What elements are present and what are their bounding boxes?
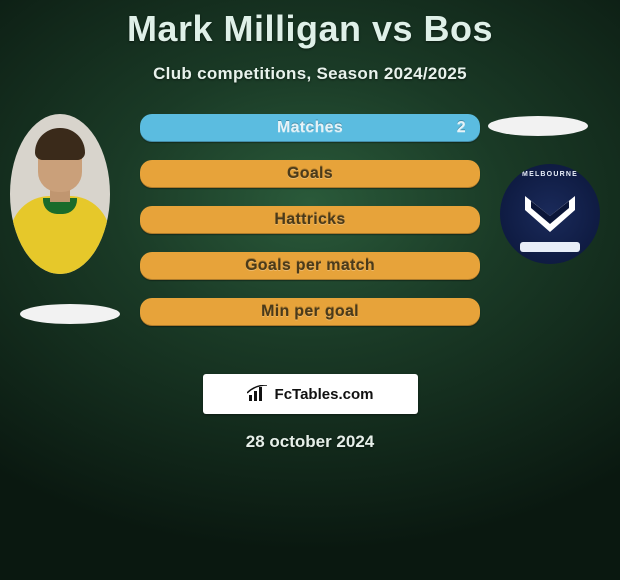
stat-bar: Goals per match <box>140 252 480 280</box>
stat-bar-label: Goals <box>287 165 333 182</box>
stat-bar-label: Min per goal <box>261 303 359 320</box>
crest-ring-text: MELBOURNE <box>522 171 578 178</box>
hair-shape <box>35 128 85 160</box>
stat-bar: Matches 2 <box>140 114 480 142</box>
branding-text: FcTables.com <box>275 386 374 403</box>
main-row: MELBOURNE Matches 2 Goals Hattricks <box>0 114 620 374</box>
stat-bars: Matches 2 Goals Hattricks Goals per matc… <box>140 114 480 344</box>
stat-bar-value-right: 2 <box>457 114 466 142</box>
date-stamp: 28 october 2024 <box>0 432 620 452</box>
player-left-club-badge <box>20 304 120 324</box>
player-right-club-badge <box>488 116 588 136</box>
crest-chevron-icon <box>521 192 579 236</box>
stat-bar-label: Goals per match <box>245 257 375 274</box>
branding-badge[interactable]: FcTables.com <box>203 374 418 414</box>
crest-ribbon <box>520 242 580 252</box>
comparison-card: Mark Milligan vs Bos Club competitions, … <box>0 0 620 580</box>
bar-chart-icon <box>247 385 269 403</box>
stat-bar: Hattricks <box>140 206 480 234</box>
stat-bar-label: Matches <box>277 119 343 136</box>
page-title: Mark Milligan vs Bos <box>0 0 620 50</box>
player-left-avatar <box>10 114 110 274</box>
stat-bar: Min per goal <box>140 298 480 326</box>
stat-bar-label: Hattricks <box>274 211 345 228</box>
stat-bar: Goals <box>140 160 480 188</box>
subtitle: Club competitions, Season 2024/2025 <box>0 64 620 84</box>
player-right-crest: MELBOURNE <box>500 164 600 264</box>
